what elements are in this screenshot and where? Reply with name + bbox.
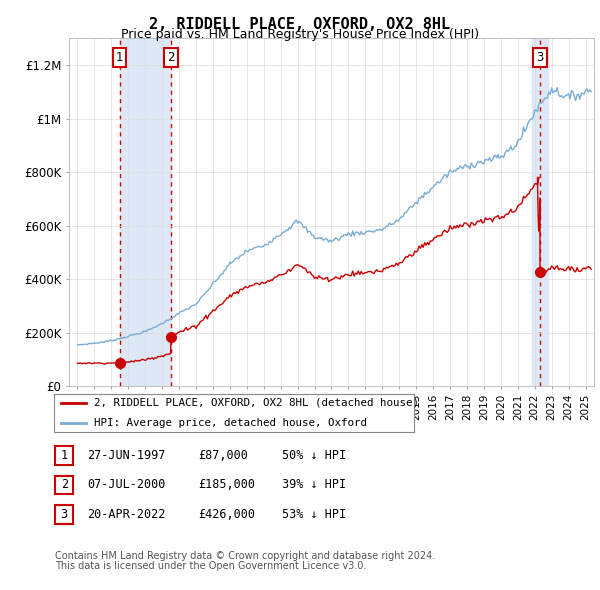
Text: This data is licensed under the Open Government Licence v3.0.: This data is licensed under the Open Gov… (55, 562, 367, 571)
Text: £87,000: £87,000 (198, 448, 248, 462)
Text: 20-APR-2022: 20-APR-2022 (87, 507, 166, 521)
Text: 2: 2 (61, 478, 68, 491)
Text: 1: 1 (116, 51, 124, 64)
Bar (119, 38, 171, 386)
Text: 1: 1 (61, 448, 68, 462)
Text: 27-JUN-1997: 27-JUN-1997 (87, 448, 166, 462)
Text: 3: 3 (536, 51, 544, 64)
Text: £185,000: £185,000 (198, 478, 255, 491)
Text: £426,000: £426,000 (198, 507, 255, 521)
Text: HPI: Average price, detached house, Oxford: HPI: Average price, detached house, Oxfo… (94, 418, 367, 428)
Text: Price paid vs. HM Land Registry's House Price Index (HPI): Price paid vs. HM Land Registry's House … (121, 28, 479, 41)
Bar (532, 38, 548, 386)
Text: 2: 2 (167, 51, 175, 64)
Text: 3: 3 (61, 507, 68, 521)
Text: 2, RIDDELL PLACE, OXFORD, OX2 8HL (detached house): 2, RIDDELL PLACE, OXFORD, OX2 8HL (detac… (94, 398, 419, 408)
Text: 53% ↓ HPI: 53% ↓ HPI (282, 507, 346, 521)
Text: 2, RIDDELL PLACE, OXFORD, OX2 8HL: 2, RIDDELL PLACE, OXFORD, OX2 8HL (149, 17, 451, 31)
Text: 50% ↓ HPI: 50% ↓ HPI (282, 448, 346, 462)
Text: 07-JUL-2000: 07-JUL-2000 (87, 478, 166, 491)
Text: 39% ↓ HPI: 39% ↓ HPI (282, 478, 346, 491)
Text: Contains HM Land Registry data © Crown copyright and database right 2024.: Contains HM Land Registry data © Crown c… (55, 551, 436, 560)
